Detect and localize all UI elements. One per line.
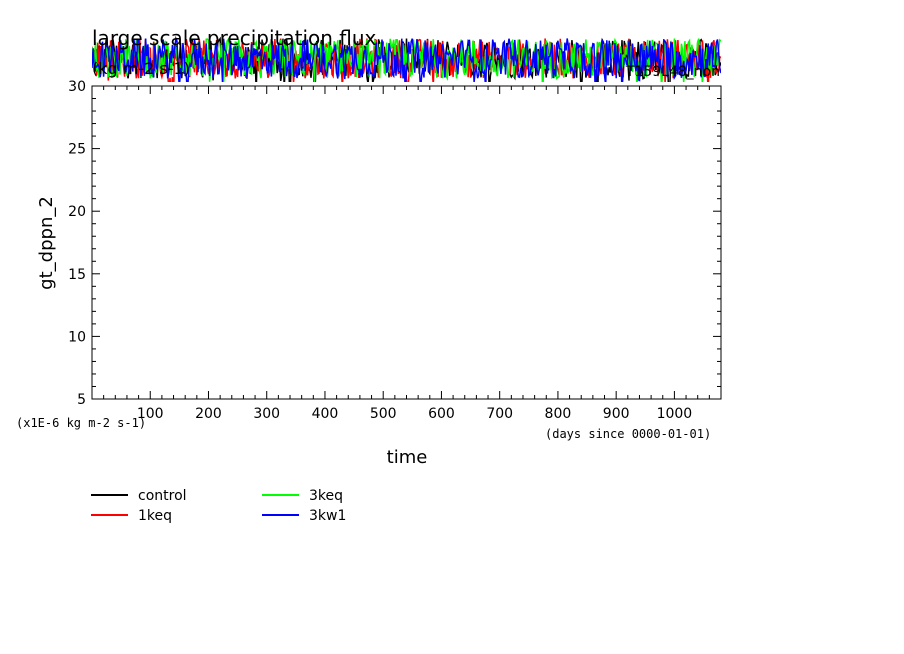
plot-frame [91,85,722,400]
y-tick-label: 15 [68,267,86,283]
legend: control 1keq 3keq 3kw1 [91,488,346,524]
x-axis: 100 200 300 400 500 600 700 800 900 1000 [103,86,710,422]
x-tick-label: 300 [253,406,280,422]
x-tick-label: 600 [428,406,455,422]
y-axis-label: gt_dppn_2 [36,196,57,290]
x-tick-label: 1000 [657,406,693,422]
x-tick-label: 700 [486,406,513,422]
y-tick-label: 5 [77,392,86,408]
y-tick-label: 20 [68,204,86,220]
y-tick-label: 25 [68,142,86,158]
legend-label-1keq: 1keq [138,508,172,524]
x-tick-label: 500 [370,406,397,422]
x-axis-label: time [387,447,428,468]
chart-units: (kg m-2 s-1) [92,59,190,78]
series-lines [92,35,721,82]
legend-item-control: control [91,488,187,504]
x-unit-note: (days since 0000-01-01) [545,427,711,441]
chart-title: large scale precipitation flux [92,26,377,50]
y-tick-label: 30 [68,79,86,95]
x-tick-label: 100 [137,406,164,422]
x-tick-label: 800 [545,406,572,422]
legend-label-3kw1: 3kw1 [309,508,346,524]
legend-label-3keq: 3keq [309,488,343,504]
y-axis: 5 10 15 20 25 30 [68,79,721,408]
legend-item-3keq: 3keq [262,488,343,504]
y-scale-note: (x1E-6 kg m-2 s-1) [16,416,146,430]
legend-item-3kw1: 3kw1 [262,508,346,524]
x-tick-label: 200 [195,406,222,422]
legend-item-1keq: 1keq [91,508,172,524]
series-line-3kw1 [92,35,721,82]
run-label: T159L48_non [625,64,720,80]
legend-label-control: control [138,488,187,504]
x-tick-label: 900 [603,406,630,422]
x-tick-label: 400 [312,406,339,422]
y-tick-label: 10 [68,329,86,345]
